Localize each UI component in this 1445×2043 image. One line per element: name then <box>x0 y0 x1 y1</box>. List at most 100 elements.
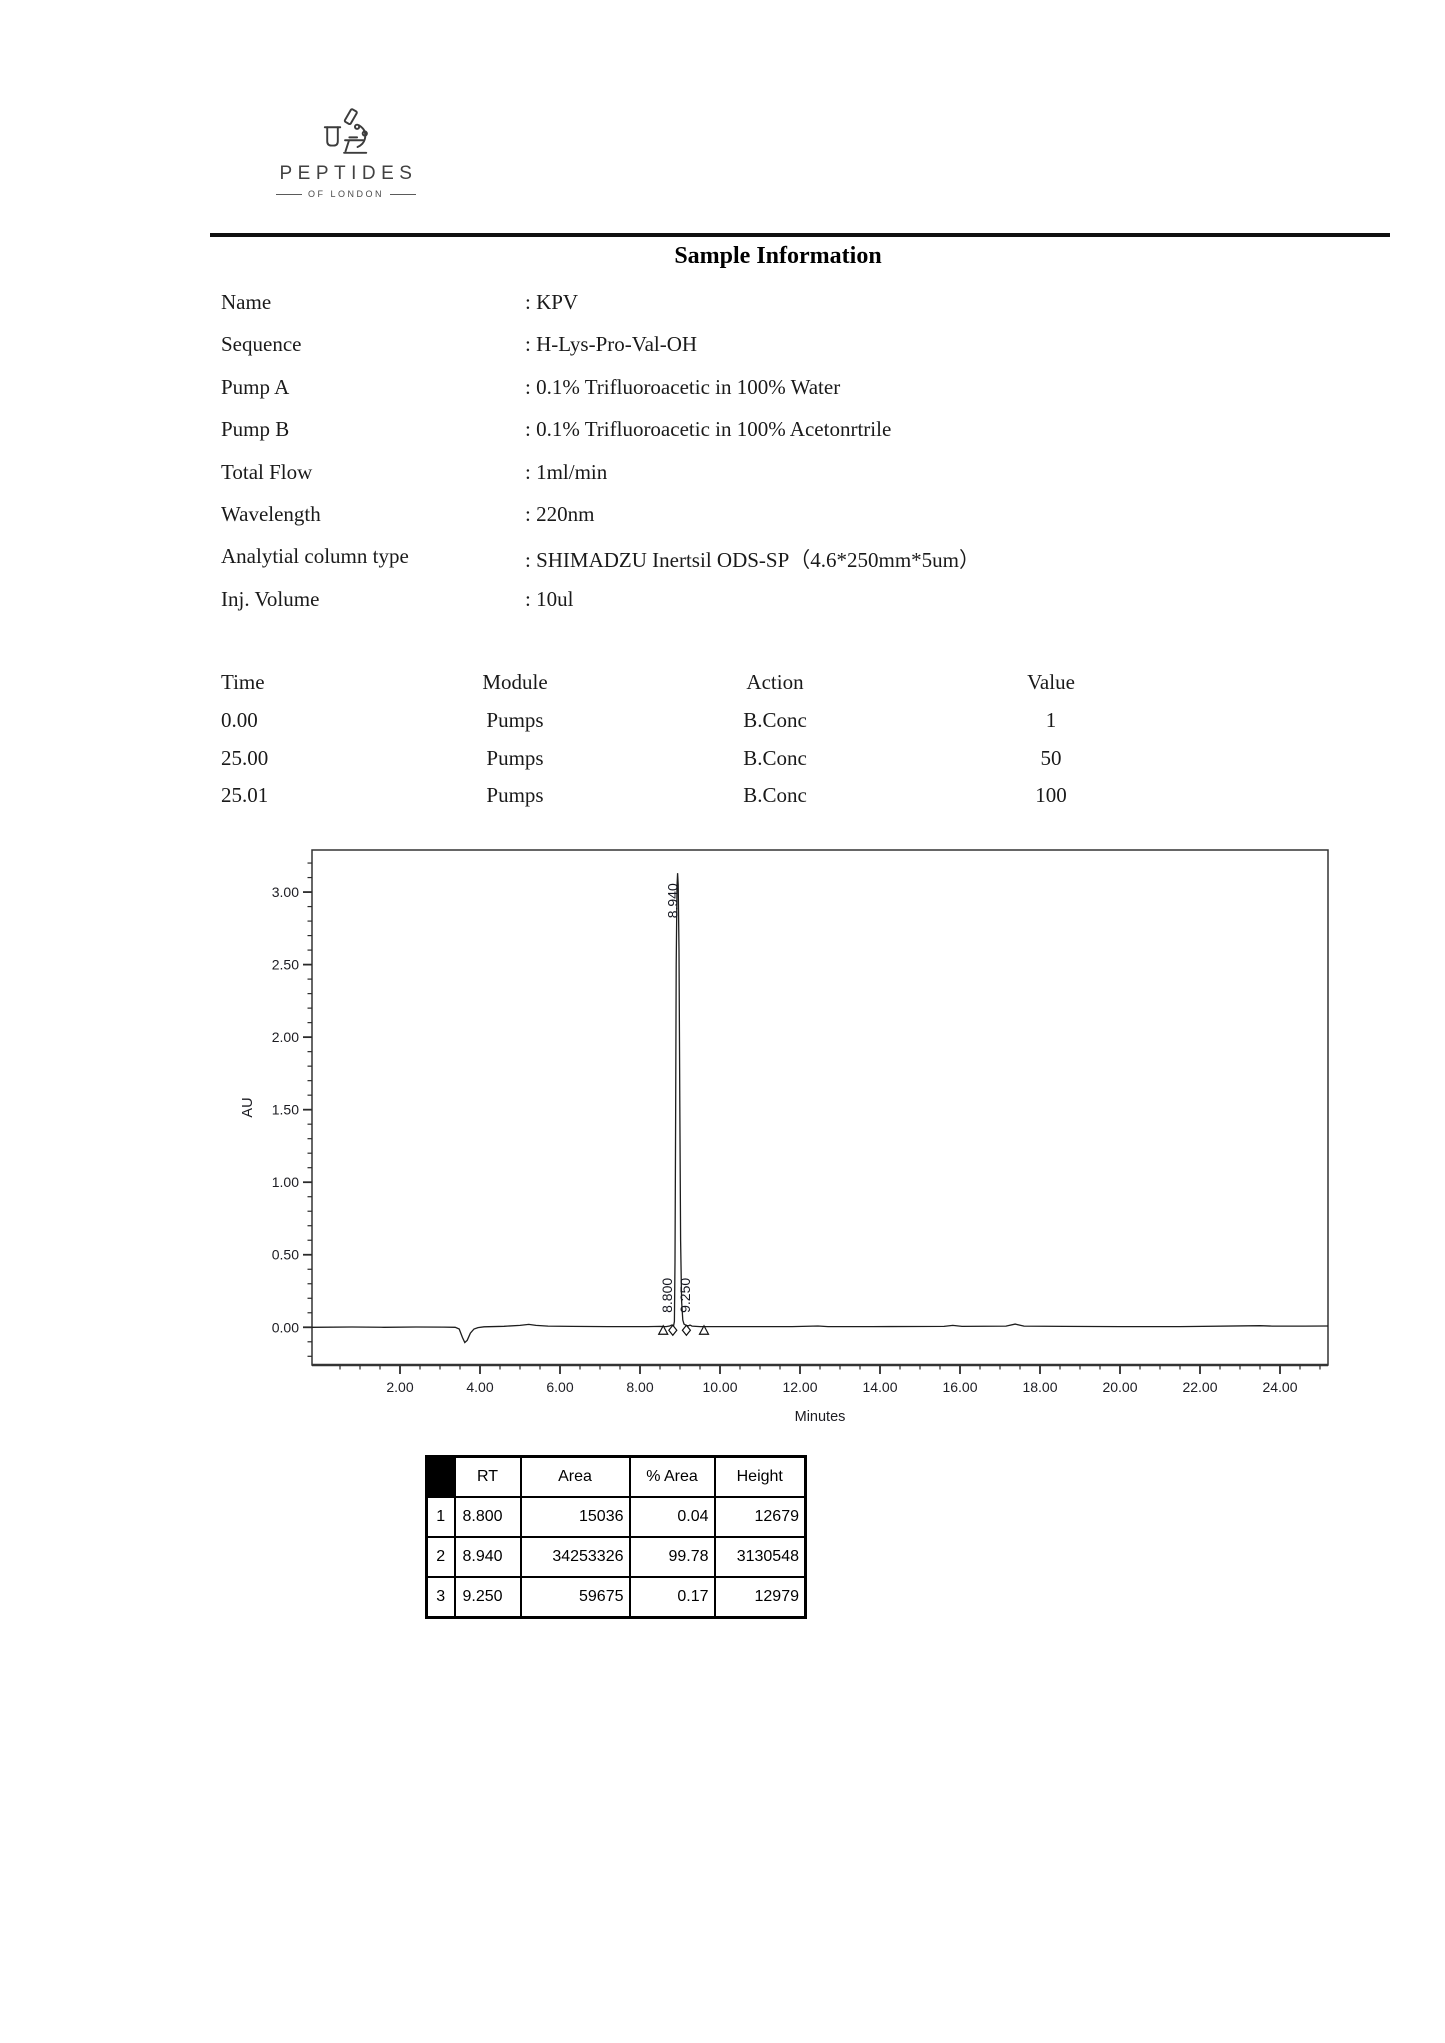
program-header-row: Time Module Action Value <box>0 670 1445 700</box>
y-tick-label: 0.50 <box>272 1247 299 1263</box>
field-label: Pump A <box>221 374 290 399</box>
program-header-row-cell: Module <box>482 670 548 694</box>
x-tick-label: 18.00 <box>1022 1379 1057 1395</box>
program-row-cell: 25.01 <box>221 783 269 808</box>
peak-table-cell: 8.940 <box>453 1536 522 1578</box>
peak-table-cell: 15036 <box>519 1496 631 1538</box>
peak-table-row: 1 8.800 15036 0.04 12679 <box>425 1496 807 1538</box>
peak-table-cell: 3130548 <box>713 1536 807 1578</box>
peak-table-header-cell: RT <box>453 1455 522 1498</box>
x-tick-label: 14.00 <box>862 1379 897 1395</box>
program-header-row-cell: Action <box>746 670 804 694</box>
field-value: : 1ml/min <box>525 459 608 484</box>
peak-rt-label: 8.800 <box>659 1278 675 1313</box>
peak-table-cell: 8.800 <box>453 1496 522 1538</box>
y-tick-label: 1.50 <box>272 1102 299 1118</box>
peak-table-cell: 12979 <box>713 1576 807 1619</box>
x-tick-label: 20.00 <box>1102 1379 1137 1395</box>
peak-table-cell: 3 <box>425 1576 456 1619</box>
program-row: 25.01 Pumps B.Conc 100 <box>0 783 1445 813</box>
peak-table-row: 2 8.940 34253326 99.78 3130548 <box>425 1536 807 1578</box>
program-header-row-cell: Value <box>1027 670 1075 694</box>
field-value: : SHIMADZU Inertsil ODS-SP（4.6*250mm*5um… <box>525 548 981 573</box>
x-tick-label: 24.00 <box>1262 1379 1297 1395</box>
program-row: 25.00 Pumps B.Conc 50 <box>0 746 1445 776</box>
x-tick-label: 22.00 <box>1182 1379 1217 1395</box>
program-row-cell: B.Conc <box>743 783 807 808</box>
logo-tagline: OF LONDON <box>270 189 422 199</box>
x-tick-label: 6.00 <box>546 1379 573 1395</box>
chromatogram-svg: 0.00 0.50 1.00 1.50 2.00 2.50 3.00 2.00 4.00 6.00… <box>240 849 1329 1425</box>
field-label: Pump B <box>221 417 290 442</box>
field-label: Sequence <box>221 332 302 357</box>
peak-boundary-triangle-marker <box>698 1324 710 1335</box>
chromatogram-chart: 0.00 0.50 1.00 1.50 2.00 2.50 3.00 2.00 4.00 6.00… <box>230 840 1350 1430</box>
sample-field-row: Total Flow: 1ml/min <box>0 460 1445 490</box>
signal-trace <box>311 873 1329 1344</box>
program-row-cell: 1 <box>1045 708 1057 732</box>
program-row: 0.00 Pumps B.Conc 1 <box>0 708 1445 738</box>
program-row-cell: 0.00 <box>221 708 258 732</box>
peak-table-cell: 2 <box>425 1536 456 1578</box>
peak-boundary-diamond-marker <box>681 1324 692 1337</box>
program-row-cell: 25.00 <box>221 745 269 770</box>
sample-field-row: Pump B : 0.1% Trifluoroacetic in 100% Ace… <box>0 417 1445 447</box>
field-value: : 0.1% Trifluoroacetic in 100% Acetonrtr… <box>525 417 892 442</box>
peak-table-cell: 34253326 <box>519 1536 631 1578</box>
y-tick-label: 2.50 <box>272 957 299 973</box>
logo: PEPTIDES OF LONDON <box>270 108 422 199</box>
program-row-cell: B.Conc <box>743 745 807 770</box>
sample-field-row: Inj. Volume : 10ul <box>0 587 1445 617</box>
field-value: : H-Lys-Pro-Val-OH <box>525 332 698 357</box>
microscope-beaker-icon <box>323 108 368 154</box>
sample-field-row: Wavelength: 220nm <box>0 502 1445 532</box>
peak-table-header-cell: % Area <box>628 1455 716 1498</box>
peak-table-cell: 0.04 <box>628 1496 716 1538</box>
x-tick-label: 12.00 <box>782 1379 817 1395</box>
program-row-cell: Pumps <box>486 783 544 808</box>
y-tick-label: 1.00 <box>272 1174 299 1190</box>
peak-boundary-diamond-marker <box>668 1324 678 1337</box>
program-row-cell: Pumps <box>486 708 544 732</box>
x-tick-label: 2.00 <box>386 1379 413 1395</box>
peak-rt-label: 9.250 <box>677 1278 693 1313</box>
peak-rt-label: 8.940 <box>665 883 681 918</box>
peak-table-cell: 99.78 <box>628 1536 716 1578</box>
peak-table-row: 3 9.250 59675 0.17 12979 <box>425 1576 807 1619</box>
section-title: Sample Information <box>674 243 882 269</box>
peak-table-header: RT Area% Area Height <box>425 1455 807 1498</box>
peak-table-cell: 59675 <box>519 1576 631 1619</box>
peak-boundary-triangle-marker <box>657 1324 669 1335</box>
logo-tagline-text: OF LONDON <box>307 189 384 199</box>
field-value: : 10ul <box>525 586 574 611</box>
y-tick-label: 2.00 <box>272 1029 299 1045</box>
program-header-row-cell: Time <box>221 670 265 694</box>
peak-table-cell: 9.250 <box>453 1576 522 1619</box>
logo-brand-text: PEPTIDES <box>279 163 418 184</box>
x-tick-label: 10.00 <box>702 1379 737 1395</box>
field-label: Inj. Volume <box>221 586 320 611</box>
field-label: Analytial column type <box>221 544 409 569</box>
program-row-cell: 100 <box>1035 783 1067 808</box>
x-tick-label: 8.00 <box>626 1379 653 1395</box>
peak-table-cell: 0.17 <box>628 1576 716 1619</box>
peak-table-cell: 12679 <box>713 1496 807 1538</box>
sample-field-row: Name : KPV <box>0 290 1445 320</box>
tagline-left-dash <box>275 193 302 195</box>
sample-field-row: Pump A : 0.1% Trifluoroacetic in 100% Wat… <box>0 375 1445 405</box>
peak-table-cell: 1 <box>425 1496 456 1538</box>
field-label: Name <box>221 290 272 314</box>
x-tick-label: 4.00 <box>466 1379 493 1395</box>
y-tick-label: 0.00 <box>272 1319 299 1335</box>
header-divider <box>210 233 1390 237</box>
sample-field-row: Analytial column type : SHIMADZU Inertsil… <box>0 544 1445 574</box>
program-row-cell: B.Conc <box>743 708 807 732</box>
field-value: : KPV <box>525 290 579 314</box>
tagline-right-dash <box>390 193 416 195</box>
peak-table-corner-cell <box>425 1455 456 1498</box>
y-tick-label: 3.00 <box>272 884 299 900</box>
field-value: : 0.1% Trifluoroacetic in 100% Water <box>525 374 841 399</box>
program-row-cell: Pumps <box>486 745 544 770</box>
field-label: Wavelength <box>221 502 321 526</box>
